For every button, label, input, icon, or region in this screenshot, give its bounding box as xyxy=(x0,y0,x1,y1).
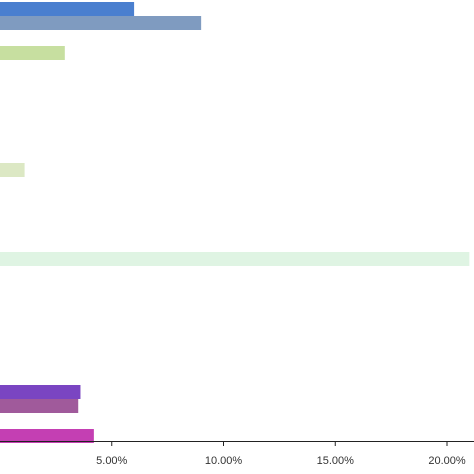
bars-group xyxy=(0,2,470,443)
bar-1 xyxy=(0,2,135,16)
bar-5 xyxy=(0,252,470,266)
bar-8 xyxy=(0,429,94,443)
bar-3 xyxy=(0,46,65,60)
x-axis-ticks: 5.00%10.00%15.00%20.00%25.00% xyxy=(96,441,466,467)
x-tick-label: 5.00% xyxy=(96,455,127,467)
bar-7 xyxy=(0,399,79,413)
x-tick-label: 10.00% xyxy=(205,455,243,467)
x-tick-label: 15.00% xyxy=(317,455,355,467)
x-tick-label: 20.00% xyxy=(428,455,466,467)
bar-2 xyxy=(0,16,202,30)
bar-4 xyxy=(0,163,25,177)
bar-6 xyxy=(0,385,81,399)
